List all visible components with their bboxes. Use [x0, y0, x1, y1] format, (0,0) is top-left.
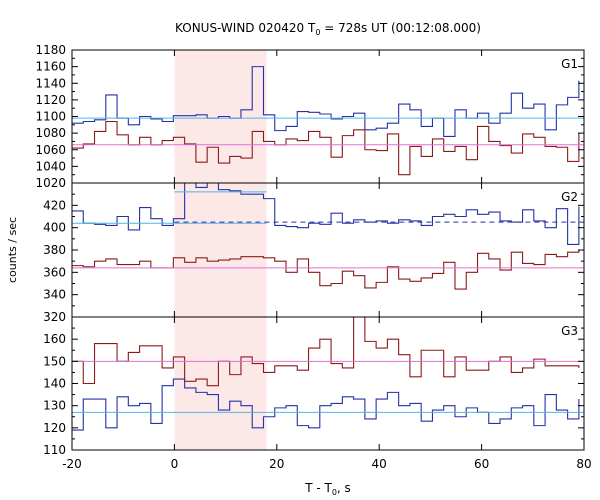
y-tick-label: 1080 — [35, 126, 66, 140]
chart-title: KONUS-WIND 020420 T0 = 728s UT (00:12:08… — [175, 21, 481, 37]
y-tick-label: 420 — [43, 198, 66, 212]
x-tick-label: 0 — [171, 457, 179, 471]
panel-g1: 1020 1040 1060 1080 1100 1120 1140 1160 1180 G1 — [35, 43, 585, 190]
y-tick-label: 1140 — [35, 76, 66, 90]
count-rate-step-lower — [72, 317, 580, 387]
y-tick-label: 1060 — [35, 143, 66, 157]
x-tick-label: 20 — [269, 457, 284, 471]
series-group — [72, 317, 584, 431]
y-tick-label: 360 — [43, 265, 66, 279]
panel-g3: 110 120 130 140 150 160 -20 0 20 40 60 80 G3 — [43, 316, 592, 471]
y-tick-label: 1040 — [35, 159, 66, 173]
y-tick-label: 380 — [43, 243, 66, 257]
y-tick-label: 120 — [43, 421, 66, 435]
panel-g2: 320 340 360 380 400 420 G2 — [43, 182, 585, 324]
y-axis-label: counts / sec — [6, 217, 19, 283]
y-tick-label: 1020 — [35, 176, 66, 190]
count-rate-step-upper — [72, 378, 580, 431]
panel-label: G1 — [561, 57, 578, 71]
panel-frame — [71, 182, 585, 318]
y-tick-label: 1100 — [35, 110, 66, 124]
panels-group: 102010401060108011001120114011601180G132… — [35, 43, 591, 471]
count-rate-step-lower — [72, 120, 580, 176]
y-tick-label: 140 — [43, 377, 66, 391]
y-tick-label: 160 — [43, 332, 66, 346]
x-tick-label: -20 — [62, 457, 82, 471]
y-tick-label: 1180 — [35, 43, 66, 57]
count-rate-step-upper — [72, 66, 580, 137]
y-tick-label: 1160 — [35, 60, 66, 74]
x-tick-label: 40 — [372, 457, 387, 471]
x-tick-label: 80 — [576, 457, 591, 471]
y-tick-label: 150 — [43, 354, 66, 368]
series-group — [72, 183, 584, 290]
count-rate-step-lower — [72, 250, 580, 290]
burst-interval-shade — [174, 183, 267, 317]
y-tick-label: 1120 — [35, 93, 66, 107]
panel-label: G3 — [561, 324, 578, 338]
count-rate-step-upper — [72, 183, 580, 245]
y-tick-label: 400 — [43, 221, 66, 235]
series-group — [72, 66, 584, 176]
y-tick-label: 340 — [43, 288, 66, 302]
panel-frame — [71, 316, 585, 451]
y-tick-label: 130 — [43, 399, 66, 413]
burst-interval-shade — [174, 317, 267, 450]
x-axis-label: T - T0, s — [304, 481, 351, 497]
x-tick-label: 60 — [474, 457, 489, 471]
y-tick-label: 320 — [43, 310, 66, 324]
panel-label: G2 — [561, 190, 578, 204]
y-tick-label: 110 — [43, 443, 66, 457]
